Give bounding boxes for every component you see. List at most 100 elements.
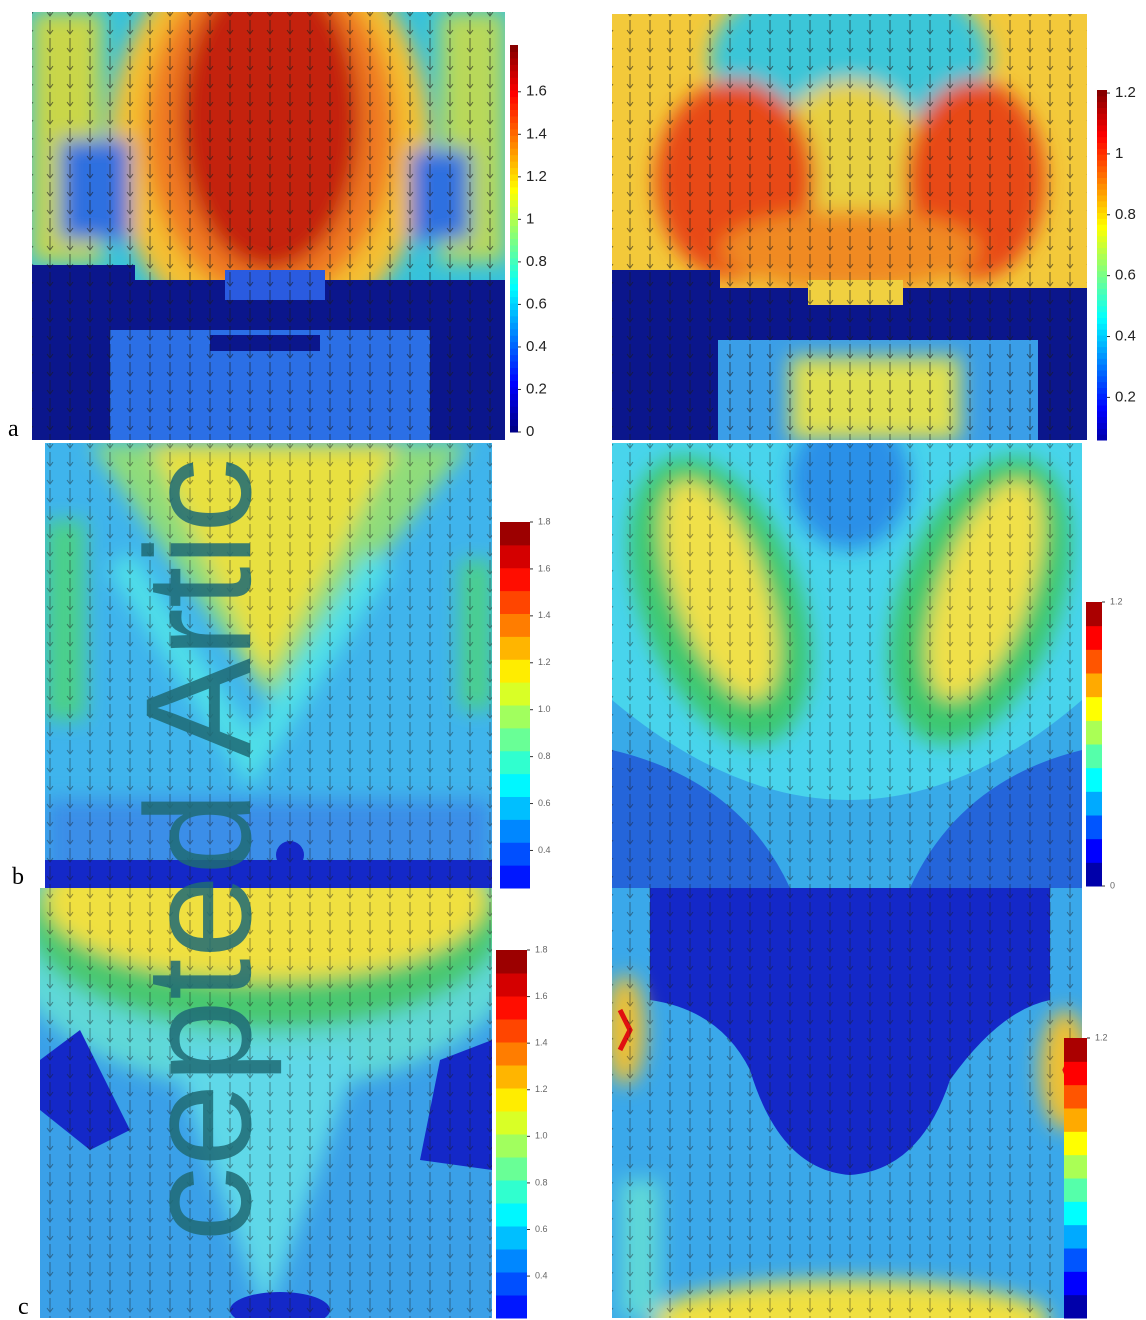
row-label: b bbox=[12, 864, 24, 890]
colorbar-band bbox=[1086, 768, 1102, 792]
colorbar-band bbox=[1086, 697, 1102, 721]
colorbar-band bbox=[510, 335, 518, 342]
colorbar-band bbox=[510, 71, 518, 78]
colorbar-tick-label: 1.2 bbox=[1115, 84, 1136, 101]
colorbar-band bbox=[510, 135, 518, 142]
colorbar-band bbox=[510, 174, 518, 181]
colorbar-tick-label: 0.8 bbox=[538, 751, 551, 761]
colorbar-band bbox=[510, 264, 518, 271]
colorbar-band bbox=[1097, 376, 1107, 382]
colorbar-band bbox=[1097, 399, 1107, 405]
colorbar-band bbox=[496, 1111, 527, 1135]
colorbar-band bbox=[510, 361, 518, 368]
colorbar-band bbox=[1064, 1295, 1087, 1319]
colorbar-band bbox=[510, 64, 518, 71]
colorbar-band bbox=[1086, 815, 1102, 839]
colorbar-tick-label: 0.6 bbox=[535, 1224, 548, 1234]
colorbar-band bbox=[500, 705, 530, 728]
colorbar-band bbox=[510, 239, 518, 246]
colorbar-band bbox=[510, 393, 518, 400]
colorbar-tick-label: 1.0 bbox=[535, 1131, 548, 1141]
colorbar-band bbox=[500, 545, 530, 568]
colorbar-band bbox=[1097, 166, 1107, 172]
colorbar-band bbox=[1097, 218, 1107, 224]
colorbar-band bbox=[1097, 364, 1107, 370]
colorbar-band bbox=[510, 51, 518, 58]
colorbar-band bbox=[510, 142, 518, 149]
colorbar-band bbox=[1097, 224, 1107, 230]
colorbar-band bbox=[510, 277, 518, 284]
colorbar-band bbox=[500, 591, 530, 614]
colorbar-band bbox=[500, 636, 530, 659]
colorbar-band bbox=[510, 110, 518, 117]
colorbar-band bbox=[496, 1203, 527, 1227]
colorbar-band bbox=[496, 1065, 527, 1089]
colorbar-band bbox=[510, 45, 518, 52]
row-label: a bbox=[8, 416, 19, 442]
colorbar-band bbox=[500, 797, 530, 820]
colorbar-band bbox=[1097, 137, 1107, 143]
colorbar-band bbox=[1086, 744, 1102, 768]
colorbar-tick-label: 0 bbox=[1110, 880, 1115, 890]
colorbar-band bbox=[1097, 323, 1107, 329]
colorbar-band bbox=[1097, 353, 1107, 359]
colorbar-band bbox=[496, 973, 527, 997]
colorbar-band bbox=[1097, 306, 1107, 312]
colorbar-band bbox=[1097, 259, 1107, 265]
colorbar-band bbox=[510, 374, 518, 381]
colorbar-band bbox=[510, 245, 518, 252]
colorbar-band bbox=[1097, 423, 1107, 429]
colorbar-band bbox=[1097, 434, 1107, 440]
panel-a-left bbox=[32, 0, 505, 440]
colorbar-band bbox=[510, 322, 518, 329]
colorbar-band bbox=[1097, 183, 1107, 189]
colorbar-band bbox=[1086, 720, 1102, 744]
colorbar-tick-label: 0.4 bbox=[538, 845, 551, 855]
colorbar-band bbox=[510, 426, 518, 433]
colorbar-tick-label: 0.8 bbox=[1115, 206, 1136, 223]
colorbar-tick-label: 1.4 bbox=[538, 610, 551, 620]
colorbar-tick-label: 0.4 bbox=[1115, 327, 1136, 344]
colorbar-band bbox=[1064, 1108, 1087, 1132]
colorbar-tick-label: 1 bbox=[1115, 145, 1123, 162]
colorbar-tick-label: 0.8 bbox=[535, 1177, 548, 1187]
colorbar-band bbox=[510, 77, 518, 84]
colorbar-band bbox=[500, 865, 530, 888]
colorbar-tick-label: 1 bbox=[526, 210, 534, 227]
colorbar-band bbox=[1064, 1038, 1087, 1062]
colorbar-band bbox=[496, 1134, 527, 1158]
colorbar-band bbox=[510, 97, 518, 104]
colorbar-band bbox=[510, 180, 518, 187]
colorbar-tick-label: 1.6 bbox=[526, 83, 547, 100]
colorbar-band bbox=[1097, 143, 1107, 149]
colorbar-band bbox=[500, 774, 530, 797]
colorbar-band bbox=[510, 419, 518, 426]
colorbar-band bbox=[510, 148, 518, 155]
colorbar-band bbox=[510, 193, 518, 200]
colorbar-band bbox=[1097, 370, 1107, 376]
colorbar-band bbox=[1097, 347, 1107, 353]
colorbar-band bbox=[1097, 428, 1107, 434]
colorbar-band bbox=[1097, 96, 1107, 102]
colorbar-band bbox=[1097, 294, 1107, 300]
colorbar-band bbox=[496, 1157, 527, 1181]
colorbar-band bbox=[500, 659, 530, 682]
colorbar-tick-label: 0.6 bbox=[526, 295, 547, 312]
colorbar-band bbox=[1064, 1085, 1087, 1109]
colorbar-band bbox=[510, 284, 518, 291]
colorbar-band bbox=[510, 290, 518, 297]
colorbar-band bbox=[1097, 207, 1107, 213]
colorbar-band bbox=[510, 258, 518, 265]
colorbar-band bbox=[1097, 189, 1107, 195]
panel-c-right bbox=[605, 888, 1090, 1320]
colorbar-band bbox=[1097, 288, 1107, 294]
colorbar-band bbox=[500, 568, 530, 591]
colorbar-band bbox=[510, 84, 518, 91]
colorbar-band bbox=[510, 219, 518, 226]
colorbar-band bbox=[1097, 113, 1107, 119]
colorbar-band bbox=[496, 1295, 527, 1319]
colorbar-band bbox=[1097, 195, 1107, 201]
colorbar-tick-label: 1.8 bbox=[538, 516, 551, 526]
row-label: c bbox=[18, 1294, 29, 1320]
colorbar-band bbox=[1064, 1178, 1087, 1202]
